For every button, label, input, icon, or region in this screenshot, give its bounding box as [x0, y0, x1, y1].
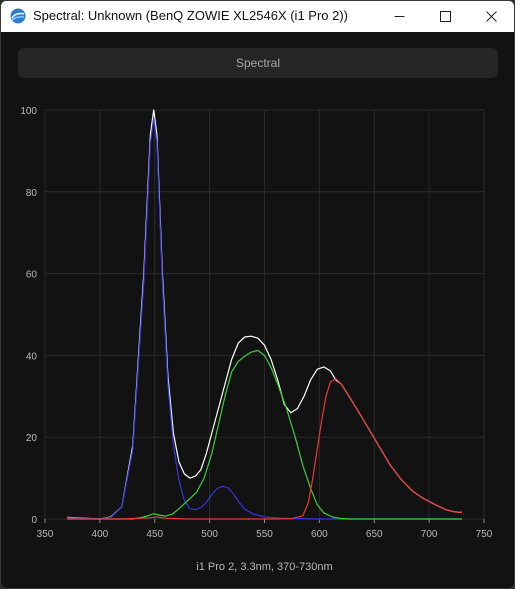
series-line-3 [67, 378, 463, 520]
x-tick-label: 550 [256, 529, 273, 540]
maximize-icon [439, 11, 451, 22]
tab-spectral[interactable]: Spectral [18, 48, 498, 78]
y-tick-label: 100 [20, 106, 37, 117]
x-tick-label: 600 [311, 529, 328, 540]
y-tick-label: 40 [26, 351, 38, 362]
window-title: Spectral: Unknown (BenQ ZOWIE XL2546X (i… [33, 8, 349, 23]
y-tick-label: 60 [26, 270, 38, 281]
y-tick-label: 0 [31, 515, 37, 526]
x-tick-label: 750 [476, 529, 493, 540]
chart-caption: i1 Pro 2, 3.3nm, 370-730nm [196, 561, 332, 573]
minimize-icon [394, 16, 404, 17]
minimize-button[interactable] [376, 1, 422, 32]
title-bar[interactable]: Spectral: Unknown (BenQ ZOWIE XL2546X (i… [1, 1, 514, 32]
x-tick-label: 400 [92, 529, 109, 540]
y-tick-label: 80 [26, 188, 38, 199]
maximize-button[interactable] [422, 1, 468, 32]
series-line-1 [66, 117, 462, 520]
spectral-app-icon [10, 8, 26, 24]
x-tick-label: 450 [146, 529, 163, 540]
x-tick-label: 650 [366, 529, 383, 540]
y-tick-label: 20 [26, 433, 38, 444]
series-line-2 [67, 349, 462, 520]
x-tick-label: 700 [421, 529, 438, 540]
x-tick-label: 500 [201, 529, 218, 540]
close-icon [485, 11, 497, 22]
close-button[interactable] [468, 1, 514, 32]
x-tick-label: 350 [37, 529, 54, 540]
spectral-chart: 350 400 450 500 550 600 650 700 750 0 20 40 60 80 100 i… [20, 106, 493, 573]
